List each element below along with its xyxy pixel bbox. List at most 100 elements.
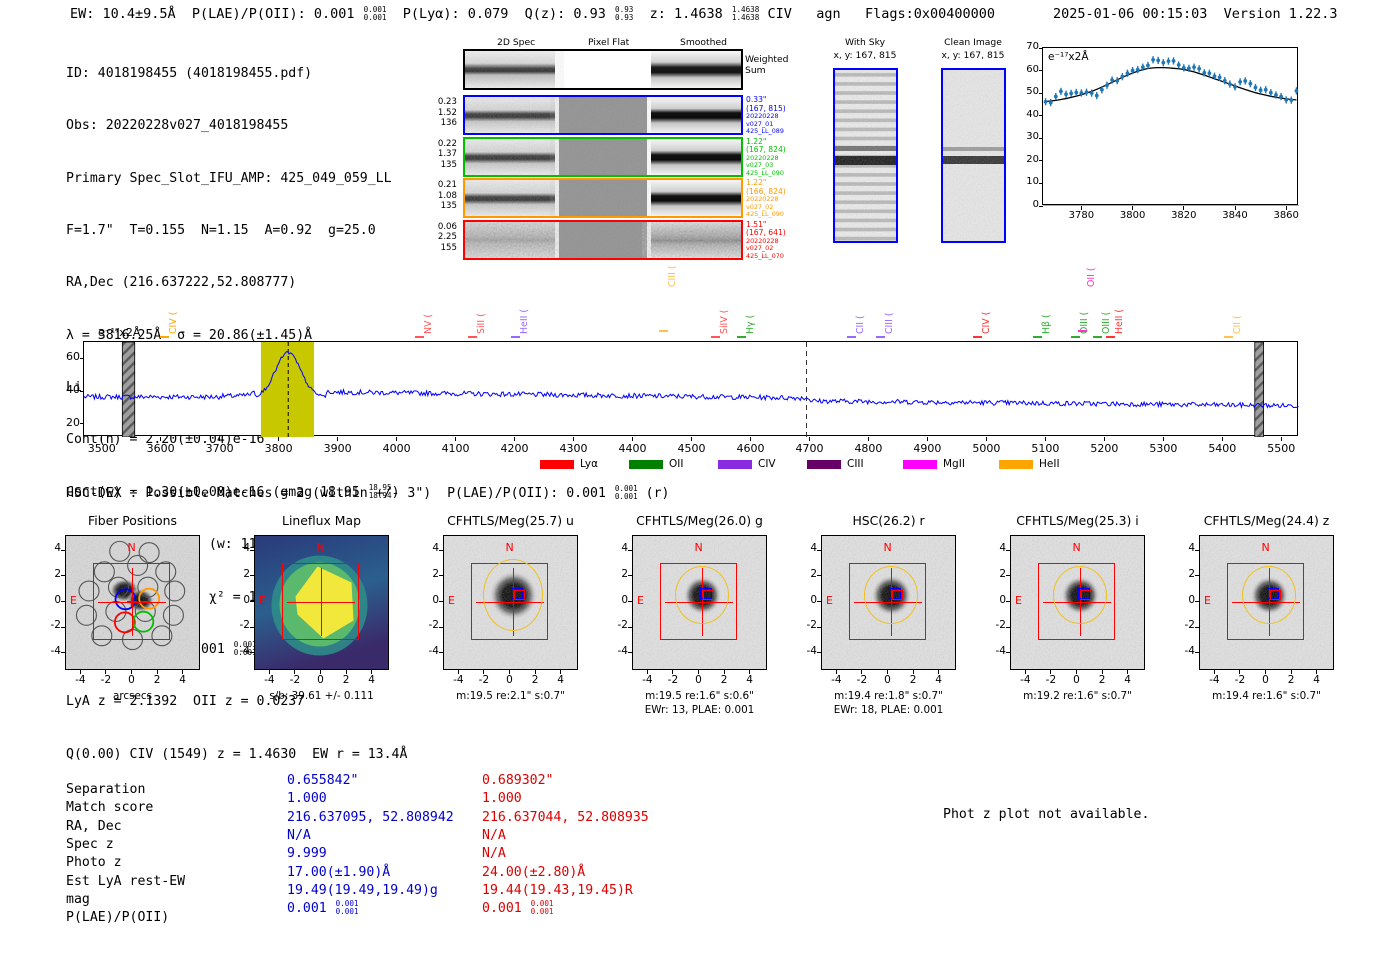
match-table-label: Est LyA rest-EW	[66, 873, 186, 889]
zoom-plot-ytick: 70	[1026, 41, 1039, 52]
spectrum-xtick: 4300	[559, 442, 588, 455]
imaging-ytick: 4	[432, 542, 439, 555]
imaging-xtick: 0	[128, 674, 135, 686]
imaging-xtick-mark	[698, 670, 699, 674]
zoom-plot-xtick-mark	[1132, 206, 1134, 210]
imaging-ytick: 2	[54, 567, 61, 580]
zoom-plot-xtick-mark	[1234, 206, 1236, 210]
imaging-xtick-mark	[723, 670, 725, 674]
imaging-xtick: 0	[884, 674, 891, 686]
compass-north: N	[1261, 541, 1270, 554]
info-primary-spec: Primary Spec_Slot_IFU_AMP: 425_049_059_L…	[66, 170, 392, 186]
spectrum-xtick-mark	[867, 437, 869, 441]
imaging-ytick: -2	[617, 619, 628, 632]
spectrum-ytick: 40	[66, 383, 80, 397]
imaging-panel-caption: m:19.5 re:2.1" s:0.7"	[456, 690, 565, 702]
header-qz-errors: 0.93 0.93	[615, 5, 634, 22]
imaging-xtick: -2	[100, 674, 112, 686]
spectrum-line-label: Hγ (	[745, 314, 757, 334]
imaging-ytick: 0	[432, 593, 439, 606]
spectrum-line-tick	[1070, 336, 1080, 339]
spectrum-xtick: 3600	[146, 442, 175, 455]
spectrum-xtick: 3800	[264, 442, 293, 455]
spectrum-line-label: CIII (	[884, 312, 896, 334]
spectrum-xtick: 5200	[1090, 442, 1119, 455]
spectrum-xtick: 4400	[618, 442, 647, 455]
source-ellipse	[1052, 565, 1107, 624]
spectrum-line-label: CII (	[1232, 315, 1244, 334]
compass-east: E	[448, 593, 455, 607]
imaging-ytick-mark	[1006, 549, 1010, 551]
zoom-plot-ytick-mark	[1039, 160, 1043, 162]
imaging-ytick-mark	[817, 626, 821, 628]
compass-east: E	[1204, 593, 1211, 607]
spectrum-line-tick	[1077, 330, 1087, 333]
spectrum-xtick-mark	[1280, 437, 1282, 441]
imaging-ytick: -2	[806, 619, 817, 632]
source-ellipse	[863, 565, 918, 624]
source-ellipse	[674, 565, 729, 624]
imaging-xtick: -2	[478, 674, 490, 686]
imaging-ytick: 4	[54, 542, 61, 555]
aperture-box	[1038, 563, 1115, 640]
imaging-ytick: 4	[999, 542, 1006, 555]
zoom-plot-ytick-mark	[1039, 92, 1043, 94]
imaging-xtick: 0	[695, 674, 702, 686]
info-cont-n: Cont(n) = 2.20(±0.04)e-16	[66, 432, 265, 448]
spectrum-xtick: 4000	[382, 442, 411, 455]
imaging-ytick: 4	[243, 542, 250, 555]
spectrum-xtick-mark	[749, 437, 751, 441]
imaging-ytick: 4	[1188, 542, 1195, 555]
spectrum-xtick-mark	[573, 437, 575, 441]
spectrum-xtick: 4700	[795, 442, 824, 455]
catalog-marker-red	[1269, 589, 1281, 600]
imaging-xtick-mark	[156, 670, 158, 674]
imaging-xtick: 2	[1287, 674, 1295, 686]
info-lya-oii-z: LyA z = 2.1392 OII z = 0.0237	[66, 694, 305, 710]
info-seeing: F=1.7" T=0.155 N=1.15 A=0.92 g=25.0	[66, 222, 376, 238]
imaging-ytick: -2	[428, 619, 439, 632]
imaging-panel-fibers[interactable]	[65, 535, 200, 670]
match-table-value: 216.637044, 52.808935	[482, 809, 649, 825]
header-z-errors: 1.4638 1.4638	[731, 5, 760, 22]
imaging-xtick: -4	[1209, 674, 1220, 686]
cutout-clean-xy: x, y: 167, 815	[941, 50, 1005, 61]
imaging-xtick-mark	[912, 670, 914, 674]
imaging-ytick-mark	[628, 601, 632, 602]
catalog-marker-blue	[1077, 587, 1090, 599]
imaging-ytick-mark	[1006, 601, 1010, 602]
imaging-xtick: 4	[179, 674, 186, 686]
imaging-panel-grey[interactable]	[443, 535, 578, 670]
zoom-plot-ytick: 30	[1026, 131, 1039, 143]
imaging-ytick-mark	[817, 575, 821, 577]
imaging-xtick-mark	[105, 670, 107, 674]
imaging-xtick: -4	[642, 674, 653, 686]
imaging-ytick: -4	[806, 644, 817, 657]
header-class-flags: CIV agn Flags:0x00400000	[759, 6, 996, 22]
imaging-xtick-mark	[835, 670, 837, 674]
imaging-xtick-mark	[1239, 670, 1241, 674]
imaging-ytick-mark	[61, 549, 65, 551]
imaging-ytick: 0	[243, 593, 250, 606]
spec2d-fiber-row	[463, 136, 743, 177]
imaging-xtick-mark	[79, 670, 81, 674]
imaging-ytick: 0	[999, 593, 1006, 606]
crosshair-vertical	[320, 567, 322, 636]
imaging-ytick-mark	[1006, 575, 1010, 577]
col-title-smoothed: Smoothed	[680, 37, 727, 48]
imaging-ytick: -4	[50, 644, 61, 657]
legend-swatch	[807, 460, 841, 469]
catalog-marker-red	[513, 589, 525, 600]
zoom-plot-xtick: 3840	[1222, 210, 1248, 221]
imaging-ytick-mark	[1195, 575, 1199, 577]
compass-east: E	[70, 593, 77, 607]
compass-north: N	[127, 541, 136, 554]
info-cont-w: Cont(w) = 1.30(±0.00)e-16 (gmag 18.95 18…	[66, 482, 400, 500]
spectrum-xtick-mark	[1103, 437, 1105, 441]
imaging-panel-grey[interactable]	[821, 535, 956, 670]
imaging-ytick-mark	[439, 575, 443, 577]
imaging-ytick-mark	[439, 626, 443, 628]
spectrum-flux-units: e⁻¹⁷x2Å	[98, 326, 141, 339]
imaging-xtick-mark	[1316, 670, 1318, 674]
zoom-plot-ytick-mark	[1039, 70, 1043, 72]
